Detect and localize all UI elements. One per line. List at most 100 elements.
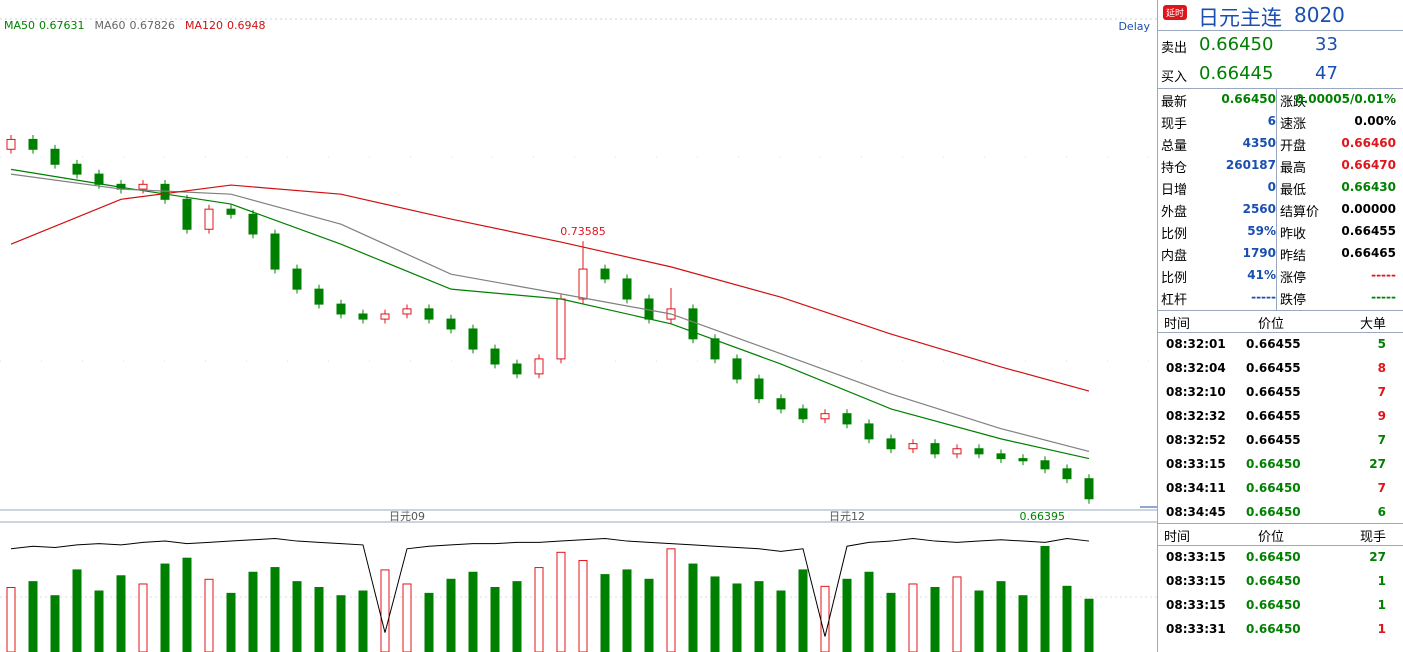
divider xyxy=(1158,332,1403,333)
column-header: 现手 xyxy=(1359,530,1386,545)
volume-bar xyxy=(270,567,280,652)
column-header: 时间 xyxy=(1164,317,1191,332)
legend-name: MA60 xyxy=(95,19,126,32)
code: 8020 xyxy=(1294,3,1345,27)
volume-bar xyxy=(94,590,104,652)
volume-bar xyxy=(688,563,698,652)
x-tick-label: 日元09 xyxy=(389,510,425,523)
stat-label: 杠杆 xyxy=(1161,293,1188,308)
legend-value: 0.67631 xyxy=(39,19,85,32)
quote-label: 卖出 xyxy=(1161,41,1188,56)
chart: Delay 日元09 日元12 MA50 0.67631 MA60 0.67826 MA12… xyxy=(0,18,1157,652)
stat-label: 最低 xyxy=(1280,183,1307,198)
candle-body xyxy=(908,443,918,450)
volume-bar xyxy=(1040,545,1050,652)
stat-label: 最新 xyxy=(1161,95,1188,110)
trade-time: 08:34:11 xyxy=(1166,481,1226,495)
trade-price: 0.66455 xyxy=(1246,385,1301,399)
candle-body xyxy=(820,413,830,420)
delay-label: Delay xyxy=(1118,20,1150,33)
volume-bar xyxy=(886,592,896,652)
candle-body xyxy=(226,208,236,215)
candle-body xyxy=(864,423,874,440)
stat-label: 速涨 xyxy=(1280,117,1307,132)
stat-label: 昨收 xyxy=(1280,227,1307,242)
volume-bar xyxy=(204,578,214,652)
candle-body xyxy=(358,313,368,320)
volume-bar xyxy=(754,581,764,652)
volume-bar xyxy=(776,590,786,652)
candle-body xyxy=(204,208,214,230)
stat-label: 最高 xyxy=(1280,161,1307,176)
trade-time: 08:32:32 xyxy=(1166,409,1226,423)
volume-bar xyxy=(160,563,170,652)
column-header: 大单 xyxy=(1359,317,1386,332)
volume-bar xyxy=(820,585,830,652)
trade-volume: 1 xyxy=(1377,622,1386,636)
high-label: 0.73585 xyxy=(560,225,606,238)
volume-bar xyxy=(1084,598,1094,652)
volume-bar xyxy=(556,551,566,652)
trade-time: 08:33:15 xyxy=(1166,457,1226,471)
candle-body xyxy=(490,348,500,365)
candle-body xyxy=(754,378,764,400)
divider xyxy=(1158,310,1403,311)
quote-panel: 延时 日元主连 8020 卖出 0.66450 33 买入 0.66445 47 最新 0.6645… xyxy=(1157,0,1403,652)
x-tick-label: 日元12 xyxy=(829,510,865,523)
trade-price: 0.66455 xyxy=(1246,361,1301,375)
stat-value: 0.00% xyxy=(1354,114,1396,128)
volume-bar xyxy=(534,567,544,652)
trade-price: 0.66455 xyxy=(1246,337,1301,351)
volume-bar xyxy=(314,587,324,652)
volume-bar xyxy=(842,578,852,652)
trade-volume: 1 xyxy=(1377,574,1386,588)
stat-value: 0.66460 xyxy=(1341,136,1396,150)
volume-bar xyxy=(116,575,126,652)
candle-body xyxy=(996,453,1006,460)
candle-body xyxy=(380,313,390,320)
candle-body xyxy=(72,163,82,175)
candle-body xyxy=(6,138,16,150)
stat-value: 0.66465 xyxy=(1341,246,1396,260)
volume-bar xyxy=(6,587,16,652)
volume-bar xyxy=(710,576,720,652)
stat-value: 2560 xyxy=(1242,202,1276,216)
candle-body xyxy=(534,358,544,375)
candle-body xyxy=(402,308,412,315)
candle-body xyxy=(182,198,192,230)
volume-bar xyxy=(72,569,82,652)
legend-name: MA120 xyxy=(185,19,223,32)
stat-label: 持仓 xyxy=(1161,161,1188,176)
candle-body xyxy=(468,328,478,350)
stat-value: 0.00000 xyxy=(1341,202,1396,216)
quote-price: 0.66445 xyxy=(1199,63,1274,84)
candle-body xyxy=(930,443,940,455)
stat-label: 日增 xyxy=(1161,183,1188,198)
stat-value: 6 xyxy=(1267,114,1276,128)
volume-bar xyxy=(28,581,38,652)
trade-price: 0.66450 xyxy=(1246,598,1301,612)
stat-value: ----- xyxy=(1371,290,1396,304)
volume-bar xyxy=(50,595,60,652)
low-label: 0.66395 xyxy=(1020,510,1066,523)
stat-value: ----- xyxy=(1251,290,1276,304)
candle-body xyxy=(886,438,896,450)
volume-bar xyxy=(512,581,522,652)
volume-bar xyxy=(336,595,346,652)
stat-value: 0.66450 xyxy=(1221,92,1276,106)
volume-bar xyxy=(402,583,412,652)
trade-volume: 27 xyxy=(1369,457,1386,471)
volume-bar xyxy=(248,571,258,652)
quote-price: 0.66450 xyxy=(1199,34,1274,55)
trade-price: 0.66450 xyxy=(1246,550,1301,564)
volume-bar xyxy=(424,592,434,652)
trade-time: 08:33:15 xyxy=(1166,550,1226,564)
volume-bar xyxy=(1062,585,1072,652)
stat-label: 开盘 xyxy=(1280,139,1307,154)
volume-bar xyxy=(578,560,588,652)
candle-body xyxy=(138,183,148,190)
candle-body xyxy=(622,278,632,300)
candle-body xyxy=(314,288,324,305)
stat-label: 涨跌 xyxy=(1280,95,1307,110)
divider xyxy=(1276,88,1277,310)
